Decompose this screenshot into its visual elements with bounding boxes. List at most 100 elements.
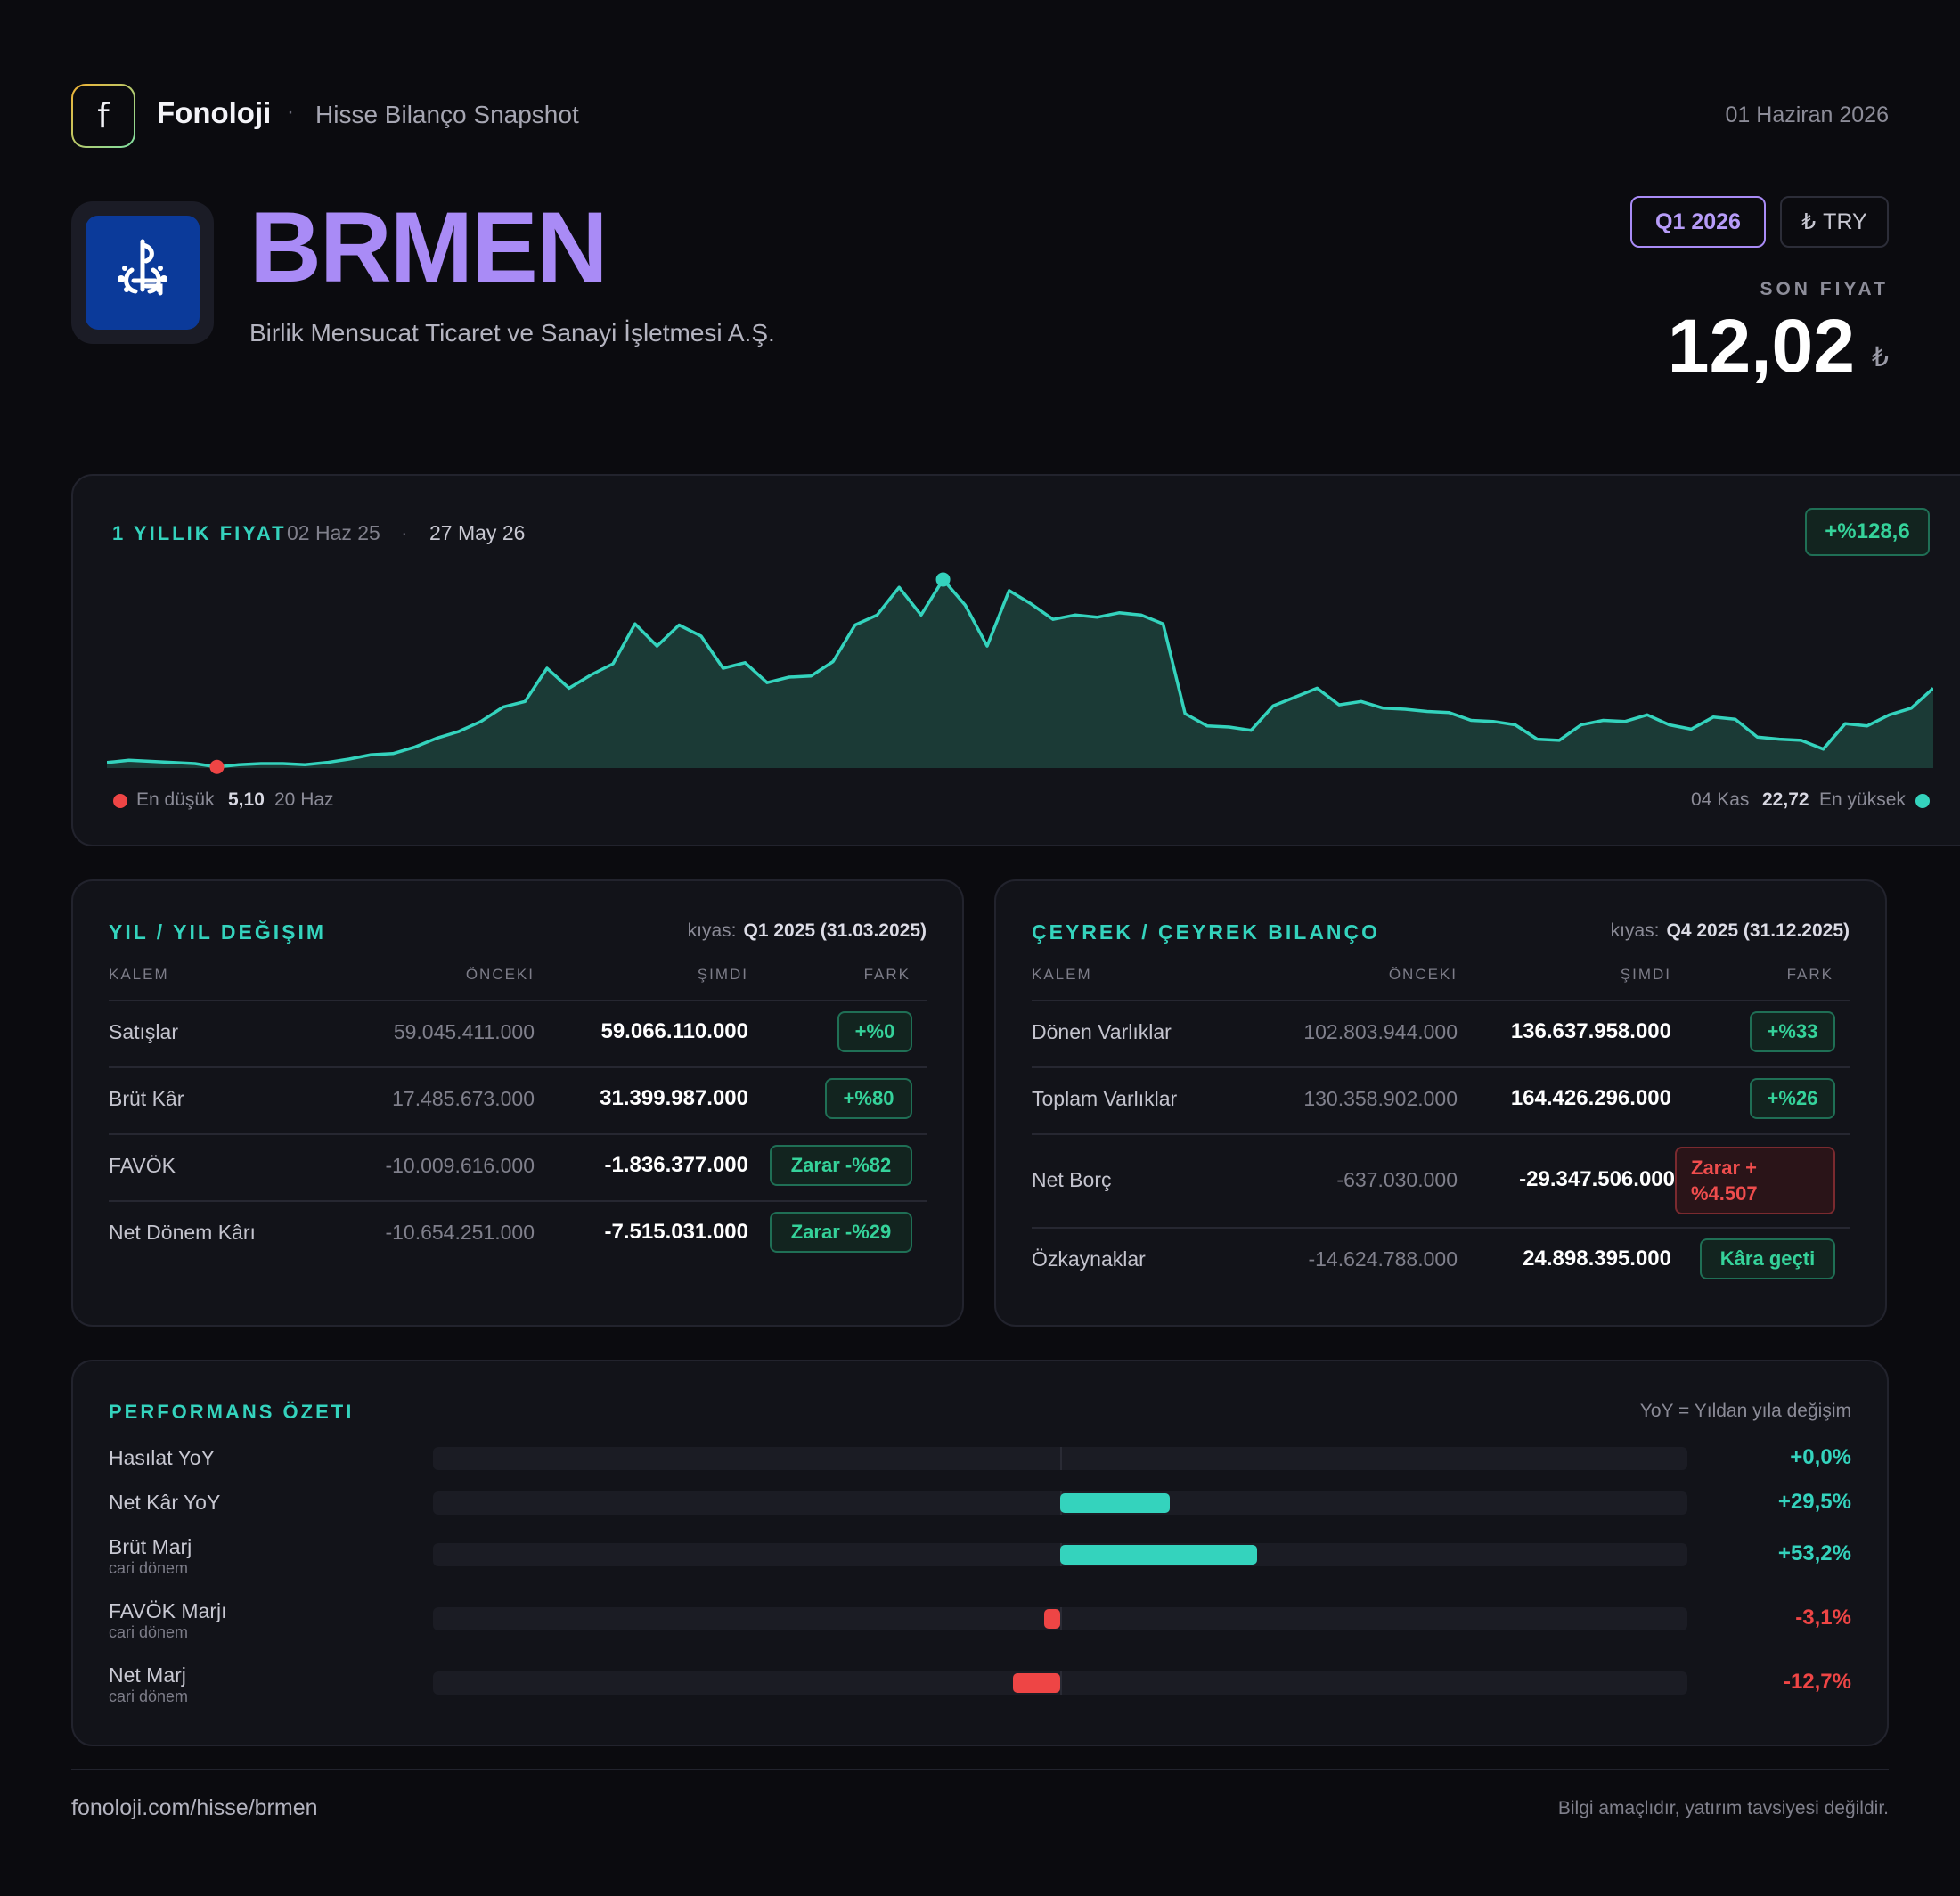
qoq-header-item: KALEM — [1032, 966, 1092, 983]
perf-bar — [1060, 1545, 1257, 1565]
qoq-card: ÇEYREK / ÇEYREK BILANÇO kıyas: Q4 2025 (3… — [994, 879, 1887, 1327]
qoq-header-diff: FARK — [1786, 966, 1833, 983]
row-label: FAVÖK — [109, 1154, 176, 1177]
diff-badge-line: %4.507 — [1691, 1182, 1758, 1205]
row-prev: 17.485.673.000 — [392, 1087, 535, 1110]
perf-row: Net Marj cari dönem -12,7% — [109, 1663, 1851, 1707]
qoq-compare: kıyas: Q4 2025 (31.12.2025) — [1611, 920, 1850, 942]
table-row: Satışlar 59.045.411.000 59.066.110.000 +… — [109, 1001, 927, 1066]
chart-start-date: 02 Haz 25 — [287, 521, 380, 544]
chart-high-marker — [935, 572, 951, 587]
yoy-compare: kıyas: Q1 2025 (31.03.2025) — [688, 920, 927, 942]
row-label: Özkaynaklar — [1032, 1247, 1146, 1271]
diff-badge-line: Zarar + — [1691, 1156, 1757, 1179]
lira-icon: ₺ — [1801, 209, 1817, 234]
chart-area-fill — [107, 579, 1933, 768]
yoy-header-now: ŞIMDI — [697, 966, 748, 983]
perf-label: Hasılat YoY — [109, 1446, 215, 1469]
chart-price-line — [107, 577, 1933, 769]
table-row: Net Borç -637.030.000 -29.347.506.000 Za… — [1032, 1134, 1850, 1227]
brand-separator: · — [287, 100, 294, 124]
performance-note: YoY = Yıldan yıla değişim — [1639, 1401, 1851, 1421]
row-prev: -637.030.000 — [1336, 1168, 1458, 1191]
company-logo — [71, 201, 214, 344]
row-prev: -14.624.788.000 — [1308, 1247, 1458, 1271]
perf-value: +0,0% — [1790, 1445, 1851, 1469]
price-label: SON FIYAT — [1760, 279, 1889, 299]
perf-track — [433, 1491, 1687, 1515]
row-now: 136.637.958.000 — [1510, 1019, 1671, 1043]
yoy-title: YIL / YIL DEĞIŞIM — [109, 920, 326, 944]
perf-value: +53,2% — [1777, 1541, 1851, 1565]
yoy-divider — [109, 1000, 927, 1001]
chart-change-badge: +%128,6 — [1805, 508, 1930, 556]
qoq-header-now: ŞIMDI — [1620, 966, 1671, 983]
row-prev: 59.045.411.000 — [393, 1020, 535, 1043]
qoq-compare-label: kıyas: — [1610, 920, 1660, 941]
perf-value: +29,5% — [1777, 1490, 1851, 1514]
chart-low-marker — [209, 759, 225, 774]
diff-badge: +%0 — [837, 1011, 912, 1052]
row-label: Dönen Varlıklar — [1032, 1020, 1172, 1043]
perf-center-line — [1060, 1671, 1062, 1695]
row-prev: -10.654.251.000 — [385, 1221, 535, 1244]
ticker-symbol: BRMEN — [249, 192, 608, 303]
perf-label: Net Kâr YoY — [109, 1491, 221, 1514]
yoy-compare-value: Q1 2025 (31.03.2025) — [743, 920, 927, 941]
diff-badge: +%26 — [1750, 1078, 1835, 1119]
qoq-divider — [1032, 1000, 1850, 1001]
brand-logo[interactable]: f — [71, 84, 135, 148]
footer-url[interactable]: fonoloji.com/hisse/brmen — [71, 1795, 318, 1820]
perf-row: Brüt Marj cari dönem +53,2% — [109, 1534, 1851, 1579]
currency-code: TRY — [1823, 208, 1867, 234]
chart-date-separator: · — [401, 521, 408, 544]
perf-label: FAVÖK Marjı — [109, 1599, 227, 1622]
row-label: Net Dönem Kârı — [109, 1221, 256, 1244]
low-legend-dot — [113, 794, 127, 808]
diff-badge: Zarar + %4.507 — [1675, 1147, 1835, 1214]
diff-badge: Zarar -%29 — [770, 1212, 912, 1253]
row-label: Toplam Varlıklar — [1032, 1087, 1178, 1110]
row-divider — [109, 1066, 927, 1068]
row-prev: 102.803.944.000 — [1303, 1020, 1458, 1043]
company-logo-emblem — [86, 216, 200, 330]
perf-track — [433, 1671, 1687, 1695]
row-now: 31.399.987.000 — [600, 1086, 748, 1110]
low-date: 20 Haz — [274, 789, 334, 810]
brand-logo-letter: f — [97, 96, 110, 135]
footer-divider — [71, 1769, 1889, 1770]
table-row: Dönen Varlıklar 102.803.944.000 136.637.… — [1032, 1001, 1850, 1066]
diff-badge: Kâra geçti — [1700, 1238, 1835, 1279]
yoy-compare-label: kıyas: — [687, 920, 737, 941]
row-now: 164.426.296.000 — [1510, 1086, 1671, 1110]
perf-track — [433, 1607, 1687, 1630]
table-row: Brüt Kâr 17.485.673.000 31.399.987.000 +… — [109, 1067, 927, 1133]
qoq-compare-value: Q4 2025 (31.12.2025) — [1666, 920, 1850, 941]
perf-value: -12,7% — [1783, 1670, 1851, 1694]
perf-label: Brüt Marj — [109, 1535, 192, 1558]
perf-label: Net Marj — [109, 1663, 186, 1687]
currency-badge[interactable]: ₺ TRY — [1780, 196, 1889, 248]
performance-card: PERFORMANS ÖZETI YoY = Yıldan yıla değiş… — [71, 1360, 1889, 1746]
row-now: 59.066.110.000 — [600, 1019, 748, 1043]
perf-row: Net Kâr YoY +29,5% — [109, 1490, 1851, 1516]
table-row: Toplam Varlıklar 130.358.902.000 164.426… — [1032, 1067, 1850, 1133]
high-date: 04 Kas — [1691, 789, 1750, 810]
brand-name[interactable]: Fonoloji — [157, 96, 272, 129]
perf-sublabel: cari dönem — [109, 1688, 189, 1705]
row-divider — [1032, 1227, 1850, 1229]
period-badge[interactable]: Q1 2026 — [1630, 196, 1766, 248]
low-value: 5,10 — [228, 789, 265, 810]
price-area-chart[interactable] — [107, 561, 1933, 775]
row-now: -7.515.031.000 — [604, 1220, 748, 1244]
chart-end-date: 27 May 26 — [429, 521, 526, 544]
high-value: 22,72 — [1762, 789, 1809, 810]
chart-title: 1 YILLIK FIYAT — [112, 522, 287, 544]
company-emblem-icon — [118, 239, 167, 296]
low-label: En düşük — [136, 789, 215, 810]
row-divider — [109, 1133, 927, 1135]
price-currency: ₺ — [1871, 343, 1889, 372]
performance-title: PERFORMANS ÖZETI — [109, 1401, 355, 1423]
perf-track — [433, 1447, 1687, 1470]
high-label: En yüksek — [1819, 789, 1906, 810]
